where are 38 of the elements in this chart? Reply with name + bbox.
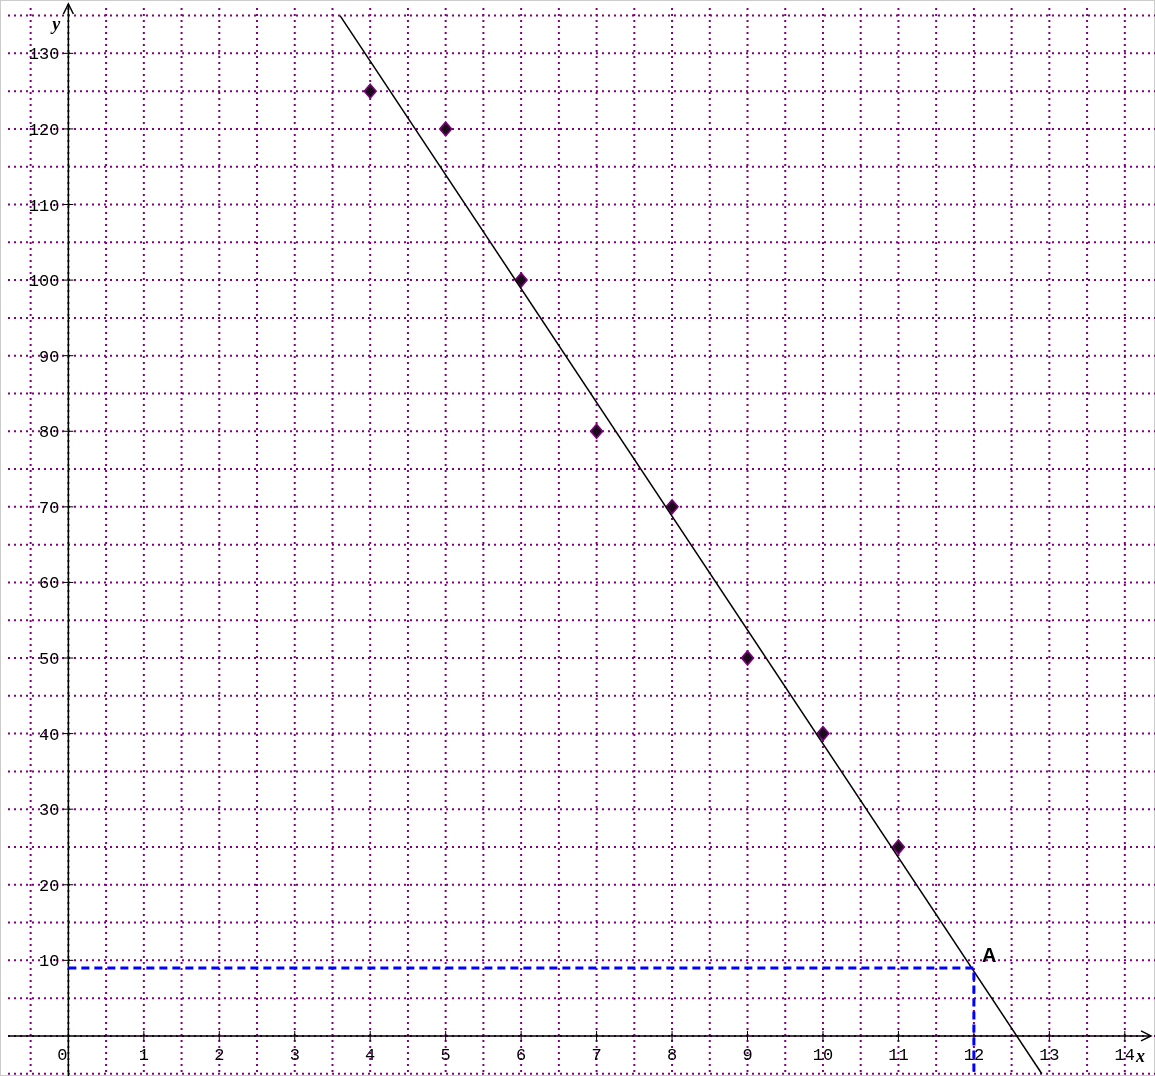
y-axis-title: y xyxy=(50,14,62,34)
point xyxy=(891,839,906,855)
y-tick-label: 10 xyxy=(38,952,60,972)
x-tick-label: 14 xyxy=(1114,1045,1136,1065)
x-tick-label: 6 xyxy=(516,1045,527,1065)
annotation: A xyxy=(981,943,997,966)
x-tick-label: 1 xyxy=(138,1045,149,1065)
y-tick-label: 80 xyxy=(38,423,60,443)
x-tick-label: 13 xyxy=(1039,1045,1060,1065)
point xyxy=(438,121,453,137)
y-tick-label: 110 xyxy=(28,196,60,216)
x-tick-label: 0 xyxy=(57,1045,68,1065)
x-tick-label: 5 xyxy=(440,1045,451,1065)
y-tick-label: 60 xyxy=(38,574,60,594)
x-tick-label: 11 xyxy=(888,1045,909,1065)
y-tick-label: 40 xyxy=(38,725,60,745)
y-tick-label: 50 xyxy=(38,650,60,670)
x-tick-label: 10 xyxy=(812,1045,834,1065)
point xyxy=(816,725,830,742)
y-tick-label: 30 xyxy=(38,801,60,821)
y-tick-label: 90 xyxy=(38,347,60,367)
point xyxy=(740,650,755,666)
x-tick-label: 2 xyxy=(214,1045,225,1065)
point xyxy=(665,499,679,515)
x-tick-label: 4 xyxy=(365,1045,376,1065)
x-axis-title: x xyxy=(1135,1045,1145,1066)
point xyxy=(363,83,377,99)
x-tick-label: 9 xyxy=(742,1045,753,1065)
y-tick-label: 100 xyxy=(28,272,60,292)
y-tick-label: 130 xyxy=(28,45,60,65)
y-tick-label: 120 xyxy=(28,120,60,140)
point xyxy=(589,423,604,440)
x-tick-label: 3 xyxy=(289,1045,300,1065)
y-tick-label: 20 xyxy=(38,876,60,896)
x-tick-label: 7 xyxy=(591,1045,602,1065)
x-tick-label: 8 xyxy=(666,1045,678,1065)
y-tick-label: 70 xyxy=(38,498,60,518)
point xyxy=(514,272,528,288)
